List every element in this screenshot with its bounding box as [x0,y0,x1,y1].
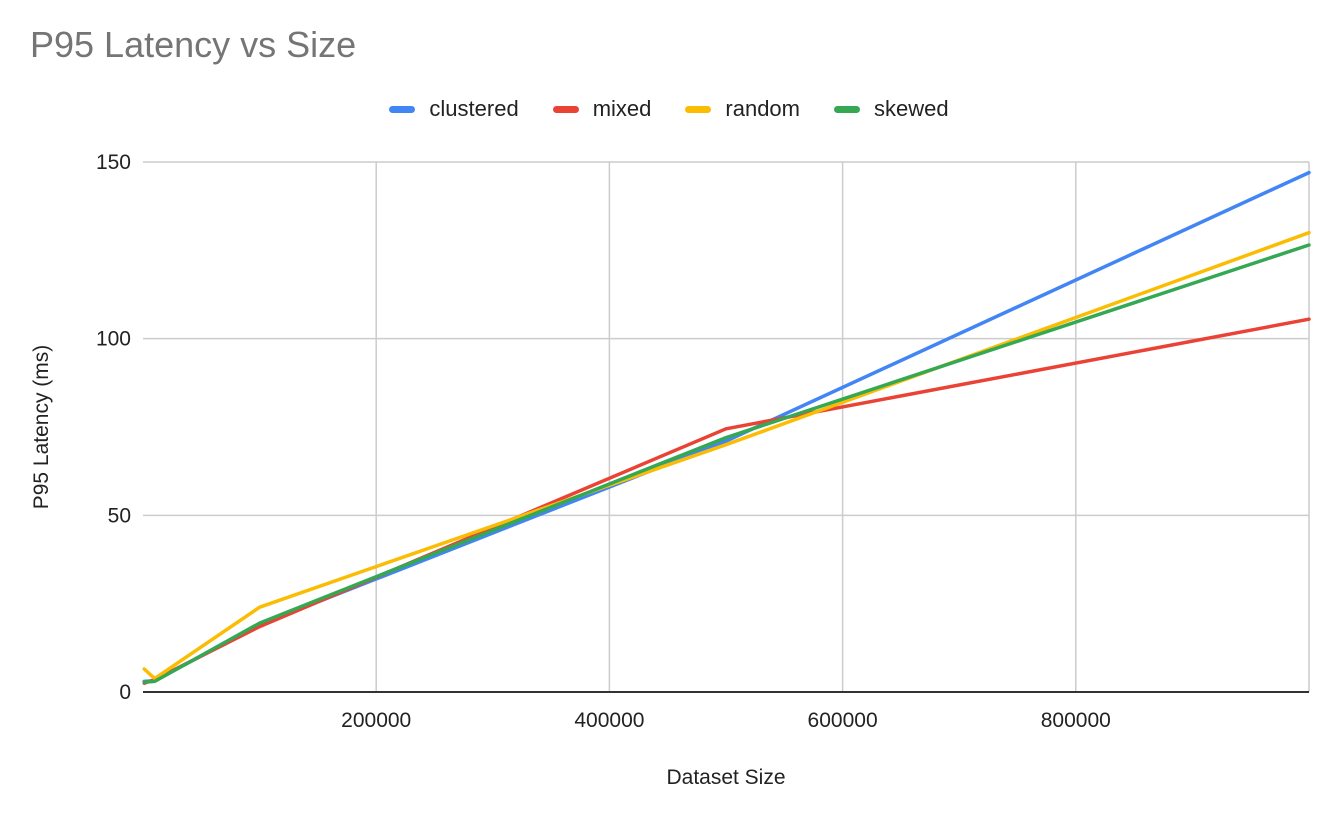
y-axis-title: P95 Latency (ms) [30,345,53,510]
legend-swatch-random [685,105,712,113]
y-tick-label: 0 [119,681,131,704]
legend-item-random[interactable]: random [685,96,800,122]
y-tick-label: 100 [96,328,131,351]
legend-swatch-clustered [389,105,416,113]
legend-item-clustered[interactable]: clustered [389,96,519,122]
chart-title: P95 Latency vs Size [30,24,357,65]
legend-label-mixed: mixed [592,96,652,121]
legend-swatch-skewed [833,105,860,113]
series-line-skewed[interactable] [142,243,1311,684]
series-line-mixed[interactable] [142,317,1311,685]
legend-label-clustered: clustered [429,96,519,121]
legend-swatch-mixed [552,105,579,113]
x-axis-title: Dataset Size [666,766,785,789]
legend-item-mixed[interactable]: mixed [552,96,652,122]
x-tick-label: 600000 [808,709,878,732]
legend-item-skewed[interactable]: skewed [833,96,949,122]
series-lines [142,170,1311,685]
x-tick-label: 200000 [341,709,411,732]
y-tick-label: 150 [96,151,131,174]
x-tick-label: 400000 [574,709,644,732]
gridlines [143,161,1310,692]
axes: 0 50 100 150 200000 400000 600000 800000 [96,151,1309,732]
legend-label-skewed: skewed [873,96,949,121]
y-tick-label: 50 [108,504,131,527]
series-line-random[interactable] [142,230,1311,681]
legend-label-random: random [725,96,800,121]
x-tick-label: 800000 [1041,709,1111,732]
legend: clustered mixed random skewed [0,96,1338,122]
